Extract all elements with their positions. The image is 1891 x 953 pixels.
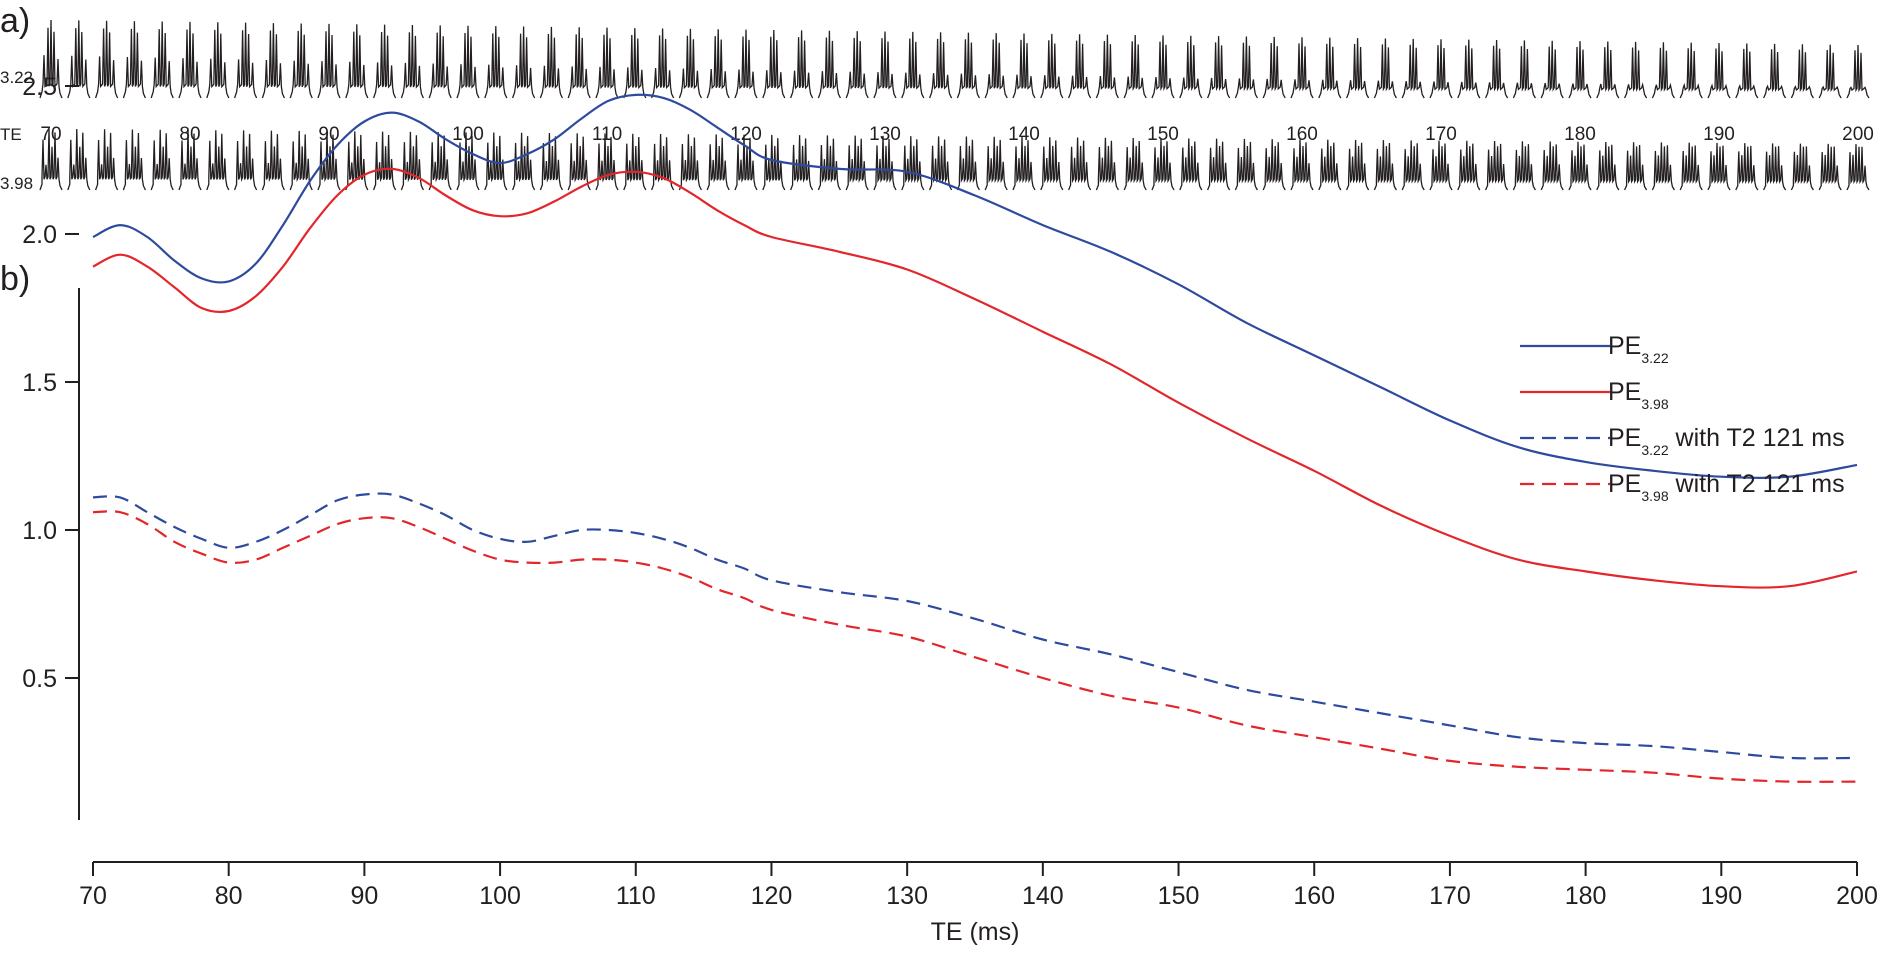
x-tick-label: 160 bbox=[1293, 882, 1335, 910]
panel-a-spectra: a) 3.22 TE 3.98 70 80 90 100 110 120 130 140 150… bbox=[0, 2, 1874, 193]
legend-suffix: with T2 121 ms bbox=[1669, 470, 1845, 498]
y-tick-label: 2.5 bbox=[22, 73, 57, 101]
te-tick-label: 200 bbox=[1842, 124, 1874, 145]
legend-name: PE bbox=[1608, 332, 1641, 360]
te-tick-label: 150 bbox=[1147, 124, 1179, 145]
x-tick-label: 80 bbox=[215, 882, 243, 910]
legend-subscript: 3.22 bbox=[1641, 442, 1668, 458]
y-axis-ticks: 0.5 1.0 1.5 2.0 2.5 bbox=[22, 73, 79, 693]
x-tick-label: 90 bbox=[350, 882, 378, 910]
x-tick-label: 150 bbox=[1158, 882, 1200, 910]
te-tick-label: 90 bbox=[318, 124, 339, 145]
legend-subscript: 3.22 bbox=[1641, 350, 1668, 366]
legend-subscript: 3.98 bbox=[1641, 396, 1668, 412]
te-tick-label: 120 bbox=[730, 124, 762, 145]
legend-entry-1: PE3.98 bbox=[1608, 378, 1669, 412]
legend-name: PE bbox=[1608, 378, 1641, 406]
te-tick-label: 80 bbox=[179, 124, 200, 145]
series-line-1 bbox=[92, 167, 1858, 589]
legend-name: PE bbox=[1608, 424, 1641, 452]
te-tick-label: 100 bbox=[452, 124, 484, 145]
x-tick-label: 200 bbox=[1836, 882, 1878, 910]
panel-b-chart: b) 0.5 1.0 1.5 2.0 2.5 70 80 90 100 110 120 130 140… bbox=[0, 73, 1878, 946]
x-axis-ticks: 70 80 90 100 110 120 130 140 150 160 170 180 190 200 bbox=[79, 862, 1878, 910]
y-tick-label: 1.5 bbox=[22, 369, 57, 397]
te-tick-label: 110 bbox=[592, 124, 622, 145]
x-tick-label: 120 bbox=[751, 882, 793, 910]
x-tick-label: 170 bbox=[1429, 882, 1471, 910]
te-tick-label: 160 bbox=[1286, 124, 1318, 145]
te-tick-label: 140 bbox=[1008, 124, 1040, 145]
y-tick-label: 1.0 bbox=[22, 517, 57, 545]
x-tick-label: 70 bbox=[79, 882, 107, 910]
legend-suffix: with T2 121 ms bbox=[1669, 424, 1845, 452]
series-line-3 bbox=[92, 510, 1858, 783]
te-tick-labels: 70 80 90 100 110 120 130 140 150 160 170 180 190 200 bbox=[40, 124, 1873, 145]
x-tick-label: 100 bbox=[479, 882, 521, 910]
x-tick-label: 140 bbox=[1022, 882, 1064, 910]
row-label-te: TE bbox=[0, 125, 22, 144]
x-tick-label: 190 bbox=[1700, 882, 1742, 910]
row-label-3-22: 3.22 bbox=[0, 68, 33, 87]
legend-entry-3: PE3.98 with T2 121 ms bbox=[1608, 470, 1845, 504]
series-line-0 bbox=[92, 93, 1858, 479]
legend-subscript: 3.98 bbox=[1641, 488, 1668, 504]
x-tick-label: 180 bbox=[1565, 882, 1607, 910]
legend-name: PE bbox=[1608, 470, 1641, 498]
panel-a-label: a) bbox=[0, 2, 30, 40]
legend-entry-0: PE3.22 bbox=[1608, 332, 1669, 366]
legend-entry-2: PE3.22 with T2 121 ms bbox=[1608, 424, 1845, 458]
te-tick-label: 180 bbox=[1564, 124, 1596, 145]
x-axis-title: TE (ms) bbox=[931, 918, 1020, 946]
te-tick-label: 190 bbox=[1703, 124, 1735, 145]
y-tick-label: 0.5 bbox=[22, 665, 57, 693]
x-tick-label: 130 bbox=[886, 882, 928, 910]
spectra-row-3-22 bbox=[39, 19, 1870, 99]
te-tick-label: 130 bbox=[869, 124, 901, 145]
spectra-row-3-98 bbox=[39, 128, 1870, 191]
panel-b-label: b) bbox=[0, 260, 30, 298]
x-tick-label: 110 bbox=[616, 882, 656, 910]
series-layer bbox=[92, 93, 1858, 783]
y-tick-label: 2.0 bbox=[22, 221, 57, 249]
te-tick-label: 70 bbox=[40, 124, 61, 145]
series-line-2 bbox=[92, 492, 1858, 760]
te-tick-label: 170 bbox=[1425, 124, 1457, 145]
row-label-3-98: 3.98 bbox=[0, 174, 33, 193]
